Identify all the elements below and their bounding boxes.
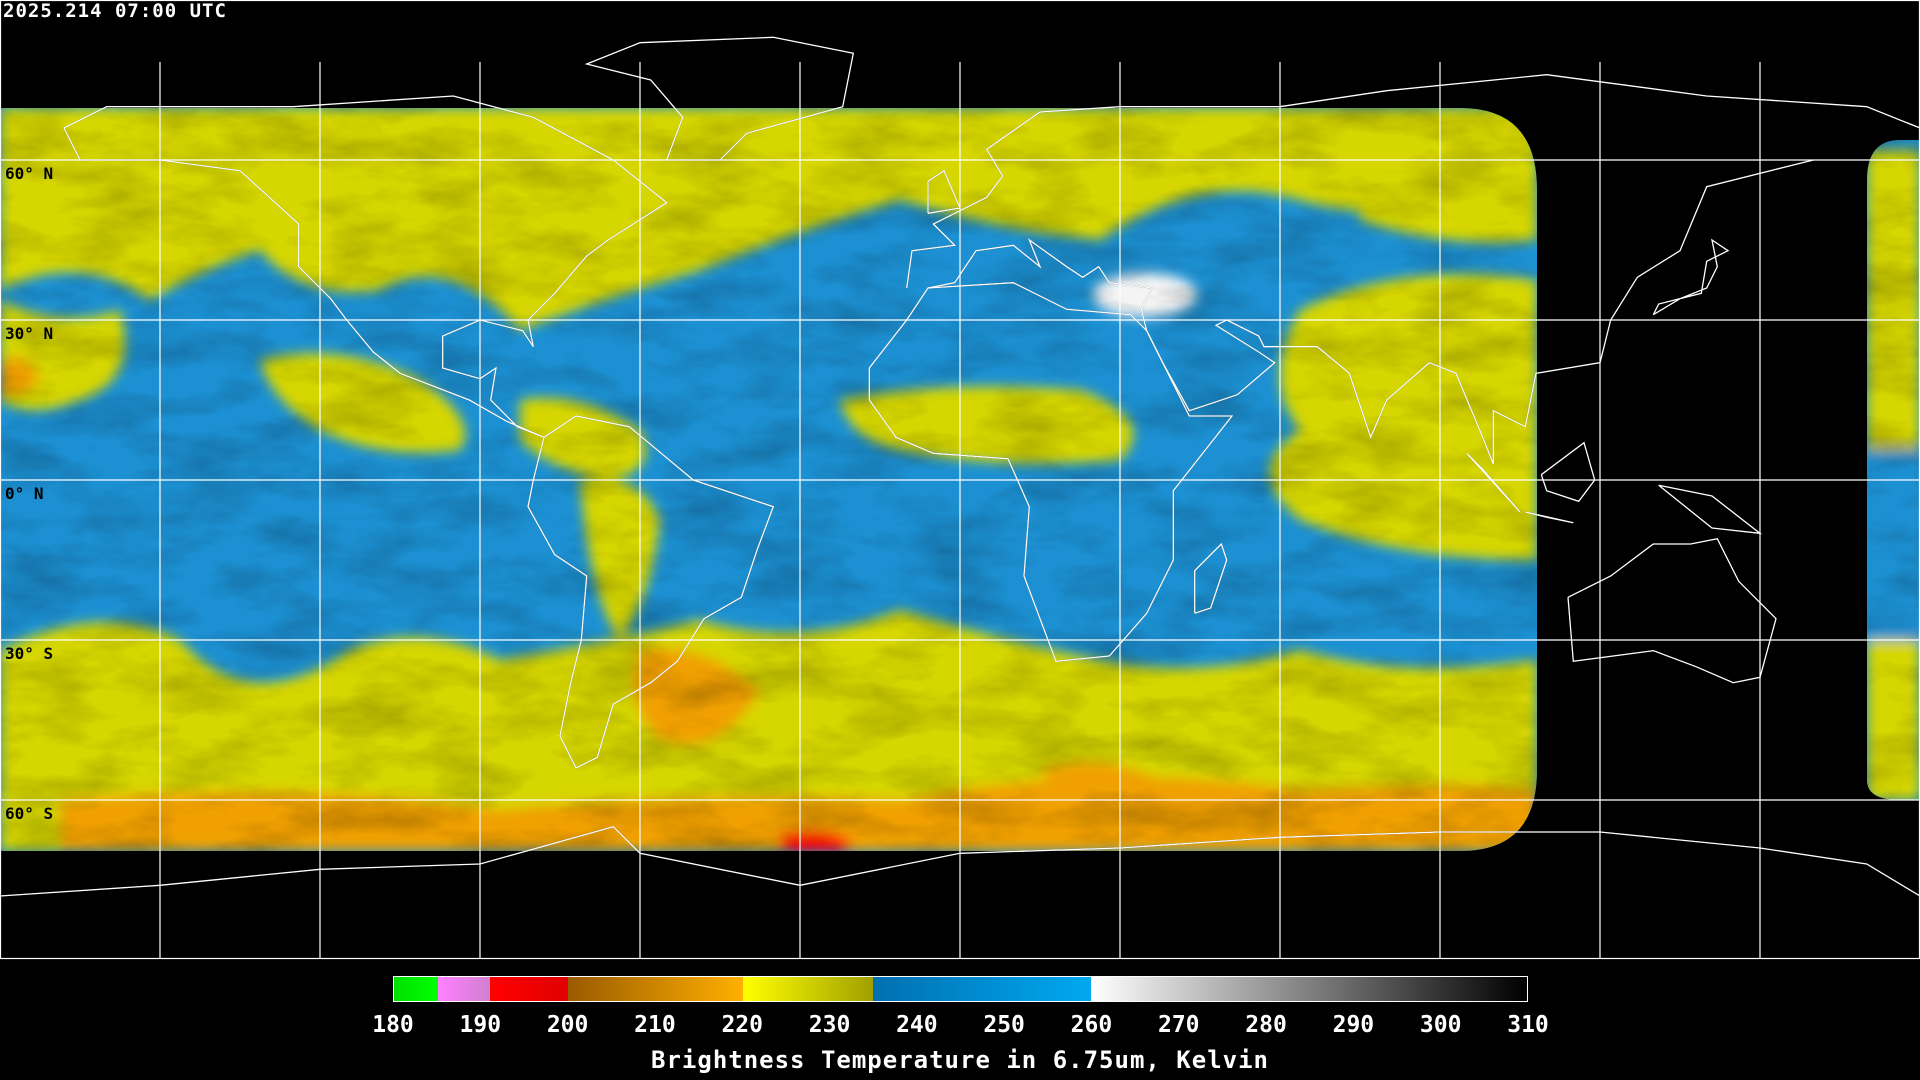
coastline xyxy=(1194,542,1228,614)
lat-label-0n: 0° N xyxy=(5,484,44,503)
coastline xyxy=(63,95,668,438)
colorbar-tick-label: 270 xyxy=(1157,1012,1200,1038)
coastline xyxy=(1525,511,1574,524)
colorbar-tick-label: 290 xyxy=(1332,1012,1375,1038)
coastline xyxy=(584,36,855,161)
coastline xyxy=(1567,537,1777,684)
colorbar-tick-label: 220 xyxy=(721,1012,763,1038)
coastline xyxy=(1652,238,1730,316)
colorbar-title: Brightness Temperature in 6.75um, Kelvin xyxy=(651,1046,1269,1074)
coastline xyxy=(1540,441,1596,503)
colorbar-tick-label: 230 xyxy=(808,1012,851,1038)
lat-label-60s: 60° S xyxy=(5,804,54,823)
coastline xyxy=(1567,537,1777,684)
colorbar-tick-label: 250 xyxy=(983,1012,1025,1038)
colorbar-tick-label: 180 xyxy=(372,1012,414,1038)
coastline xyxy=(1658,484,1763,535)
colorbar-segment xyxy=(394,977,438,1001)
coastline xyxy=(1466,452,1521,513)
colorbar-tick-label: 240 xyxy=(896,1012,938,1038)
lat-label-30n: 30° N xyxy=(5,324,54,343)
lat-label-30s: 30° S xyxy=(5,644,54,663)
colorbar-segment xyxy=(742,977,874,1001)
timestamp: 2025.214 07:00 UTC xyxy=(3,0,227,22)
colorbar xyxy=(393,976,1528,1002)
colorbar-segment xyxy=(1091,977,1527,1001)
coastline xyxy=(906,74,1920,289)
colorbar-tick-label: 280 xyxy=(1245,1012,1287,1038)
lat-label-60n: 60° N xyxy=(5,164,54,183)
colorbar-tick-label: 300 xyxy=(1419,1012,1462,1038)
coastline xyxy=(527,415,775,769)
colorbar-tick-label: 200 xyxy=(546,1012,589,1038)
coastline xyxy=(927,169,961,214)
water-vapor-map xyxy=(0,0,1920,960)
colorbar-tick-label: 260 xyxy=(1070,1012,1113,1038)
colorbar-tick-label: 190 xyxy=(459,1012,502,1038)
coastline xyxy=(868,282,1234,662)
colorbar-segment xyxy=(873,977,1092,1001)
colorbar-segment xyxy=(568,977,743,1001)
colorbar-segment xyxy=(489,977,569,1001)
colorbar-tick-label: 310 xyxy=(1507,1012,1549,1038)
colorbar-segment xyxy=(437,977,490,1001)
colorbar-tick-label: 210 xyxy=(634,1012,676,1038)
coastline xyxy=(1652,238,1730,316)
